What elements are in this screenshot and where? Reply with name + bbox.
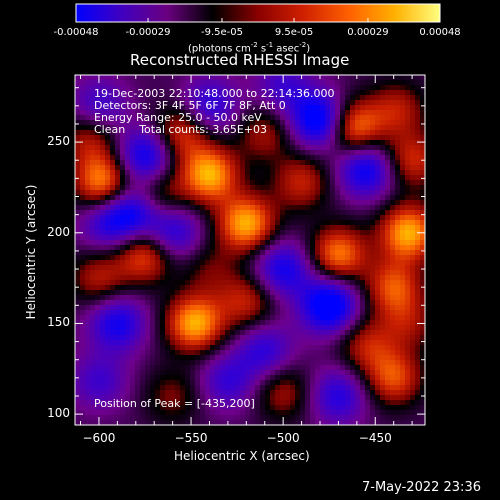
x-tick-label: −600 — [82, 431, 116, 445]
y-axis-label: Heliocentric Y (arcsec) — [24, 184, 38, 320]
y-tick-label: 200 — [47, 224, 70, 239]
annotation-energy-range: Energy Range: 25.0 - 50.0 keV — [94, 111, 262, 124]
colorbar-tick-label: -0.00048 — [53, 27, 99, 38]
x-axis-label: Heliocentric X (arcsec) — [174, 449, 310, 463]
colorbar-tick-label: 0.00048 — [419, 27, 461, 38]
colorbar — [75, 3, 441, 23]
y-tick-label: 250 — [47, 134, 70, 149]
colorbar-ticks — [75, 18, 441, 22]
y-tick-label: 100 — [47, 406, 70, 421]
annotation-detectors: Detectors: 3F 4F 5F 6F 7F 8F, Att 0 — [94, 99, 286, 112]
x-tick-label: −550 — [174, 431, 208, 445]
axis-ticks — [75, 75, 425, 425]
x-tick-label: −500 — [266, 431, 300, 445]
colorbar-tick-label: 0.00029 — [347, 27, 389, 38]
x-tick-label: −450 — [358, 431, 392, 445]
heatmap-image — [75, 75, 425, 425]
chart-title: Reconstructed RHESSI Image — [130, 51, 350, 69]
plot-frame — [74, 74, 426, 426]
y-tick-label: 150 — [47, 315, 70, 330]
annotation-clean-counts: Clean Total counts: 3.65E+03 — [94, 123, 268, 136]
colorbar-tick-label: -9.5e-05 — [200, 27, 243, 38]
annotation-time-range: 19-Dec-2003 22:10:48.000 to 22:14:36.000 — [94, 87, 335, 100]
peak-position-label: Position of Peak = [-435,200] — [94, 397, 255, 410]
colorbar-tick-label: -0.00029 — [125, 27, 171, 38]
footer-date: 7-May-2022 23:36 — [362, 480, 481, 495]
colorbar-tick-label: 9.5e-05 — [274, 27, 314, 38]
colorbar-units-label: (photons cm-2 s-1 asec-2) — [188, 41, 311, 55]
